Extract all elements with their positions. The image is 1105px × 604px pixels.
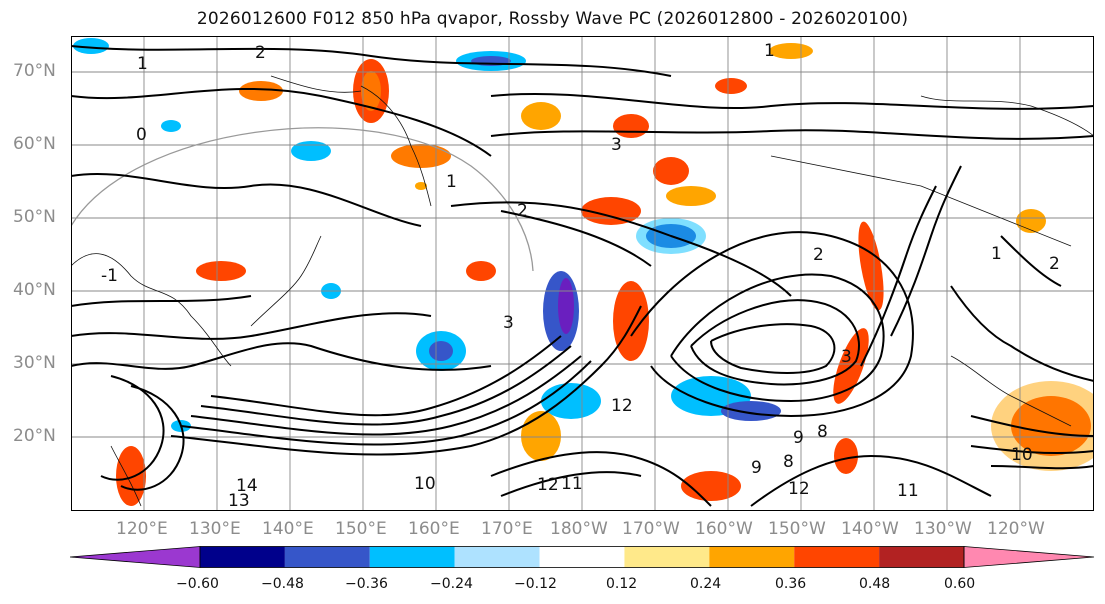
- lat-label: 40°N: [13, 280, 56, 300]
- colorbar-tick-label: −0.36: [345, 576, 388, 592]
- contour-label: 14: [236, 476, 258, 496]
- contour-label: 12: [788, 479, 810, 499]
- contour-labels: 1 2 0 1 -1 3 2 1 2 3 12 9 8 14 13 10 11 …: [101, 41, 1060, 511]
- lon-label: 120°W: [987, 519, 1045, 539]
- graticule: [71, 36, 1094, 511]
- lat-label: 70°N: [13, 61, 56, 81]
- lon-label: 170°W: [622, 519, 680, 539]
- contour-label: 3: [841, 347, 852, 367]
- contour-label: 10: [1011, 445, 1033, 465]
- colorbar: [70, 546, 1095, 568]
- contour-label: 1: [991, 244, 1002, 264]
- contour-label: 1: [446, 172, 457, 192]
- colorbar-tick-label: −0.12: [514, 576, 557, 592]
- colorbar-segment: [709, 546, 795, 568]
- contour-label: 11: [897, 481, 919, 501]
- contour-label: 8: [817, 422, 828, 442]
- colorbar-segment: [879, 546, 964, 568]
- contour-label: 2: [517, 201, 528, 221]
- contour-label: 2: [1049, 254, 1060, 274]
- colorbar-tick-label: 0.12: [606, 576, 638, 592]
- contour-label: 0: [136, 125, 147, 145]
- map-panel: 1 2 0 1 -1 3 2 1 2 3 12 9 8 14 13 10 11 …: [71, 36, 1094, 511]
- colorbar-extend-low: [70, 546, 201, 568]
- coastlines: [71, 75, 1094, 507]
- contour-label: 8: [783, 452, 794, 472]
- colorbar-tick-label: 0.60: [944, 576, 976, 592]
- contour-label: 3: [611, 135, 622, 155]
- colorbar-extend-high: [963, 546, 1095, 568]
- contour-label: 1: [764, 41, 775, 61]
- lon-label: 140°W: [841, 519, 899, 539]
- colorbar-segment: [284, 546, 370, 568]
- colorbar-segment: [624, 546, 710, 568]
- lon-label: 160°W: [695, 519, 753, 539]
- lon-label: 160°E: [408, 519, 460, 539]
- colorbar-tick-label: −0.48: [261, 576, 304, 592]
- colorbar-tick-label: −0.60: [176, 576, 219, 592]
- contour-label: 12: [537, 475, 559, 495]
- lat-label: 20°N: [13, 426, 56, 446]
- colorbar-tick-label: 0.36: [775, 576, 807, 592]
- lon-label: 130°E: [189, 519, 241, 539]
- contour-label: 9: [793, 428, 804, 448]
- contour-label: 2: [813, 245, 824, 265]
- contour-label: -1: [101, 266, 118, 286]
- lat-label: 60°N: [13, 134, 56, 154]
- lon-label: 170°E: [481, 519, 533, 539]
- colorbar-segment: [200, 546, 285, 568]
- colorbar-tick-label: 0.48: [859, 576, 891, 592]
- lon-label: 120°E: [116, 519, 168, 539]
- contour-label: 3: [503, 313, 514, 333]
- lon-label: 130°W: [914, 519, 972, 539]
- contour-label: 12: [611, 396, 633, 416]
- colorbar-outline: [199, 546, 965, 568]
- lat-label: 30°N: [13, 353, 56, 373]
- contour-label: 9: [751, 458, 762, 478]
- colorbar-segment: [369, 546, 455, 568]
- contour-lines: [71, 45, 1094, 507]
- contour-label: 2: [255, 43, 266, 63]
- lon-label: 150°E: [335, 519, 387, 539]
- colorbar-segment: [794, 546, 880, 568]
- colorbar-tick-label: 0.24: [690, 576, 722, 592]
- colorbar-tick-label: −0.24: [430, 576, 473, 592]
- contour-label: 1: [137, 54, 148, 74]
- contour-label: 13: [228, 491, 250, 511]
- lon-label: 150°W: [768, 519, 826, 539]
- lat-label: 50°N: [13, 207, 56, 227]
- contour-label: 10: [414, 474, 436, 494]
- reference-arc: [71, 127, 534, 272]
- colorbar-segment: [539, 546, 625, 568]
- colorbar-segment: [454, 546, 540, 568]
- lon-label: 180°W: [550, 519, 608, 539]
- contour-label: 11: [561, 474, 583, 494]
- lon-label: 140°E: [262, 519, 314, 539]
- map-title: 2026012600 F012 850 hPa qvapor, Rossby W…: [196, 9, 909, 29]
